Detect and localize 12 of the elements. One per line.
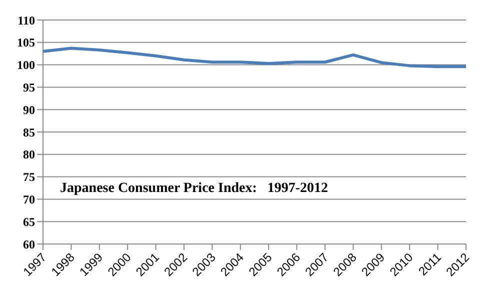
y-tick-label: 60 — [23, 237, 35, 252]
y-tick-label: 95 — [23, 80, 35, 94]
y-tick-label: 90 — [23, 102, 35, 117]
y-tick-label: 65 — [23, 214, 35, 229]
y-tick-label: 80 — [23, 148, 35, 162]
y-tick-label: 105 — [17, 36, 35, 50]
y-tick-label: 110 — [18, 13, 35, 28]
y-tick-label: 70 — [23, 192, 35, 206]
y-tick-label: 100 — [17, 58, 35, 72]
y-tick-label: 85 — [23, 125, 35, 140]
y-tick-label: 75 — [23, 170, 35, 184]
text: Japanese Consumer Price Index: 1997-2012 — [60, 181, 328, 197]
